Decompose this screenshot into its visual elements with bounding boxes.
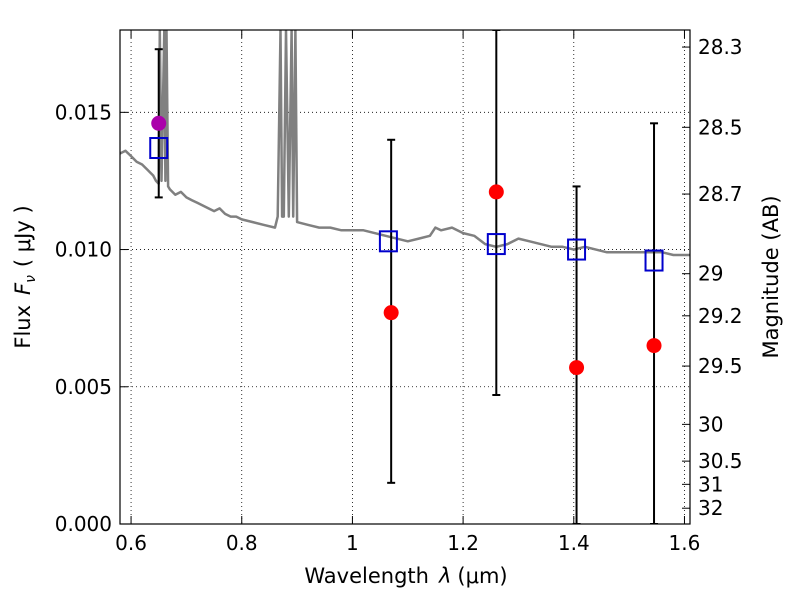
data-point — [488, 184, 504, 200]
y2-tick-label: 28.7 — [698, 182, 743, 206]
y2-axis-label: Magnitude (AB) — [759, 195, 783, 358]
y2-tick-label: 28.3 — [698, 35, 743, 59]
y2-tick-label: 30 — [698, 412, 723, 436]
y2-tick-label: 29.2 — [698, 304, 743, 328]
data-point — [646, 338, 662, 354]
y-axis-label: FluxFν( μJy ) — [11, 205, 39, 348]
model-point — [378, 230, 398, 253]
model-point — [567, 238, 587, 261]
x-tick-label: 1.2 — [447, 531, 479, 555]
data-point — [569, 360, 585, 376]
y2-tick-label: 29.5 — [698, 354, 743, 378]
y2-tick-label: 28.5 — [698, 115, 743, 139]
plot-area — [120, 30, 690, 524]
model-point — [644, 249, 664, 272]
y2-tick-label: 31 — [698, 472, 723, 496]
x-tick-labels: 0.6 0.8 1 1.2 1.4 1.6 — [115, 531, 700, 555]
spectrum-line — [120, 30, 690, 257]
y2-tick-label: 30.5 — [698, 449, 743, 473]
x-tick-label: 1.4 — [558, 531, 590, 555]
y-tick-label: 0.015 — [55, 100, 112, 124]
x-axis-label: Wavelength λ (μm) — [304, 564, 507, 588]
data-point — [151, 115, 167, 131]
plot-frame — [119, 29, 691, 525]
y2-tick-label: 32 — [698, 496, 723, 520]
model-point — [149, 137, 169, 160]
y-tick-label: 0.010 — [55, 238, 112, 262]
grid-lines — [120, 30, 690, 525]
axis-ticks — [120, 30, 690, 525]
y-tick-labels: 0.000 0.005 0.010 0.015 — [55, 100, 112, 536]
y-tick-label: 0.000 — [55, 512, 112, 536]
y2-tick-label: 29 — [698, 262, 723, 286]
y-tick-label: 0.005 — [55, 375, 112, 399]
x-tick-label: 1.6 — [669, 531, 701, 555]
x-tick-label: 0.8 — [226, 531, 258, 555]
data-point — [383, 305, 399, 321]
model-point — [486, 233, 506, 256]
x-tick-label: 0.6 — [115, 531, 147, 555]
x-tick-label: 1 — [346, 531, 359, 555]
